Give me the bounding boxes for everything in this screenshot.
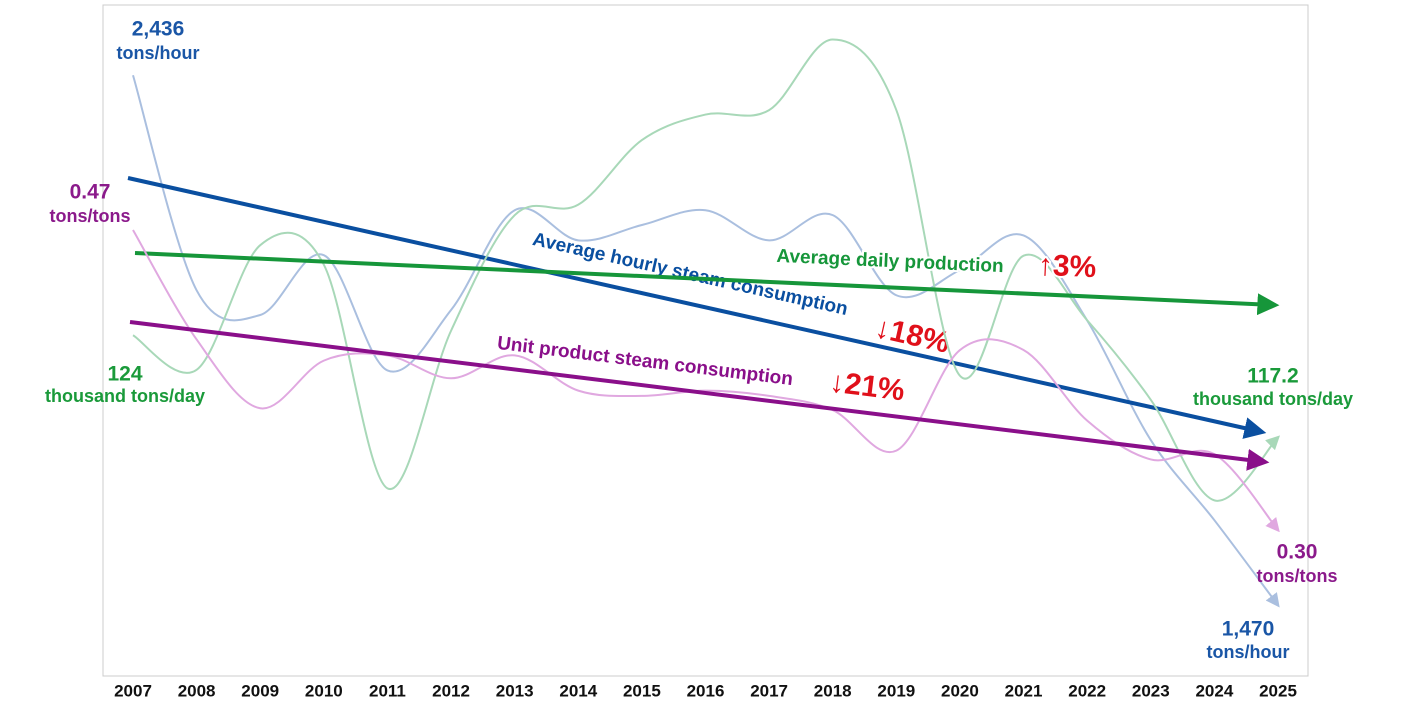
value-label: 1,470 — [1222, 618, 1275, 641]
x-tick-label: 2007 — [114, 681, 152, 700]
value-label: 124 — [107, 363, 142, 386]
trend-arrow — [134, 251, 1280, 316]
x-tick-label: 2016 — [687, 681, 725, 700]
plot-frame — [102, 4, 1309, 677]
value-label: 117.2 — [1247, 365, 1298, 388]
trend-label: Average daily production — [776, 246, 1004, 277]
x-tick-label: 2022 — [1068, 681, 1106, 700]
unit-label: tons/tons — [50, 206, 131, 226]
trend-change: ↑3% — [1037, 249, 1097, 285]
trend-arrow — [129, 320, 1270, 471]
x-tick-label: 2021 — [1005, 681, 1043, 700]
x-tick-label: 2019 — [877, 681, 915, 700]
series-line — [132, 74, 1280, 608]
x-tick-label: 2014 — [559, 681, 597, 700]
x-tick-label: 2015 — [623, 681, 661, 700]
value-label: 2,436 — [132, 18, 185, 41]
trend-change: ↓21% — [828, 365, 907, 407]
x-tick-label: 2025 — [1259, 681, 1297, 700]
unit-label: tons/tons — [1257, 566, 1338, 586]
x-tick-label: 2009 — [241, 681, 279, 700]
trend-arrow — [127, 176, 1267, 439]
x-tick-label: 2018 — [814, 681, 852, 700]
value-label: 0.47 — [70, 181, 111, 204]
unit-label: tons/hour — [1207, 642, 1290, 662]
x-tick-label: 2013 — [496, 681, 534, 700]
x-tick-label: 2011 — [369, 681, 406, 700]
x-tick-label: 2023 — [1132, 681, 1170, 700]
unit-label: thousand tons/day — [1193, 389, 1353, 409]
unit-label: tons/hour — [117, 43, 200, 63]
x-tick-label: 2012 — [432, 681, 470, 700]
x-tick-label: 2010 — [305, 681, 343, 700]
value-label: 0.30 — [1277, 541, 1318, 564]
series-line — [132, 229, 1280, 533]
x-tick-label: 2008 — [178, 681, 216, 700]
x-tick-label: 2020 — [941, 681, 979, 700]
series-line — [132, 38, 1280, 502]
x-tick-label: 2017 — [750, 681, 788, 700]
trend-label: Unit product steam consumption — [496, 333, 794, 390]
x-tick-label: 2024 — [1195, 681, 1233, 700]
unit-label: thousand tons/day — [45, 386, 205, 406]
